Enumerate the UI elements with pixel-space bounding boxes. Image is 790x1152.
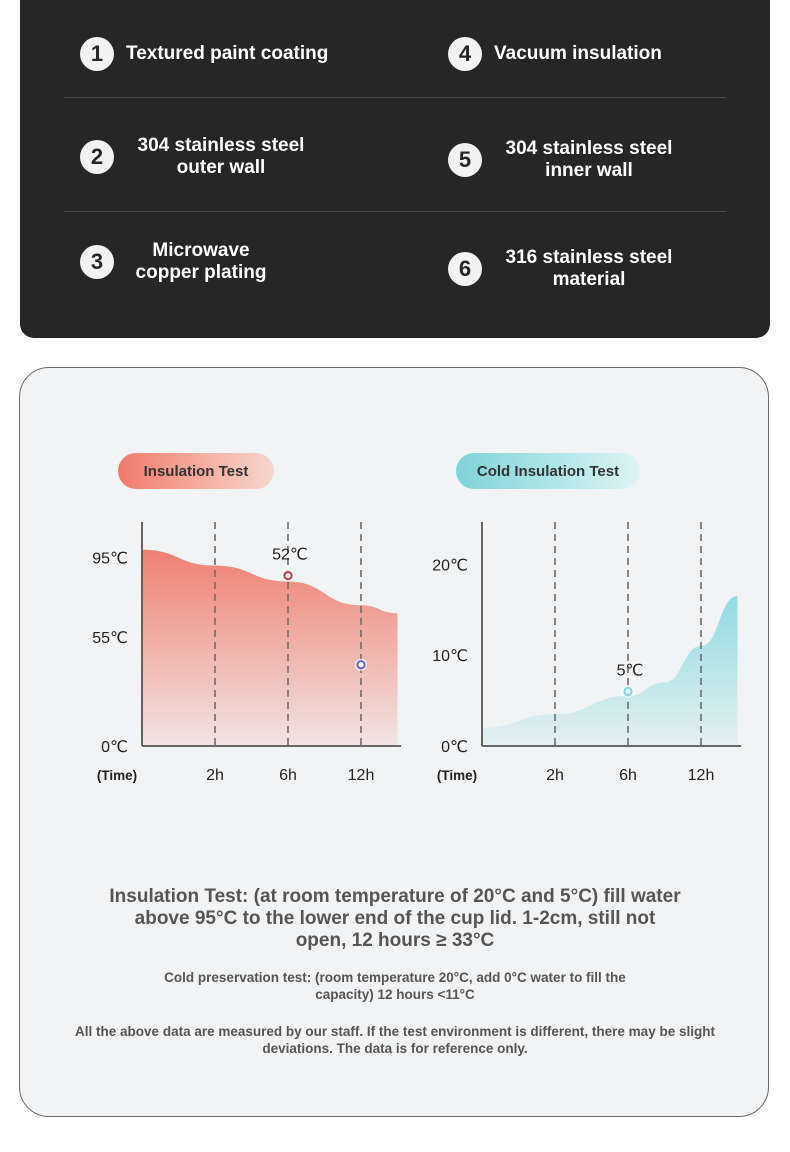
area-series (482, 596, 738, 746)
layer-item-5: 5 304 stainless steel inner wall (448, 138, 684, 182)
layer-number-badge: 1 (80, 37, 114, 71)
cold-insulation-test-title: Cold Insulation Test (456, 453, 640, 489)
material-layers-panel: 1 Textured paint coating 4 Vacuum insula… (20, 0, 770, 338)
y-tick-label: 10℃ (432, 648, 468, 665)
area-series (142, 549, 398, 746)
layer-number-badge: 6 (448, 252, 482, 286)
y-tick-label: 0℃ (101, 739, 128, 756)
data-label: 5℃ (617, 663, 644, 680)
layer-label: Vacuum insulation (494, 43, 662, 64)
x-tick-label: 6h (619, 767, 637, 784)
x-tick-label: 12h (348, 767, 375, 784)
cold-test-note: Cold preservation test: (room temperatur… (164, 970, 626, 1002)
data-point (356, 660, 366, 670)
data-point (283, 570, 293, 581)
data-point (623, 686, 633, 697)
layer-item-4: 4 Vacuum insulation (448, 37, 662, 71)
layer-item-6: 6 316 stainless steel material (448, 247, 684, 291)
layer-label: 316 stainless steel material (505, 247, 673, 290)
layer-label: 304 stainless steel outer wall (137, 135, 305, 178)
layer-label: Textured paint coating (126, 43, 329, 64)
layer-label: Microwave copper plating (135, 240, 267, 283)
layer-number-badge: 3 (80, 245, 114, 279)
x-tick-label: 12h (688, 767, 715, 784)
insulation-test-chart: 0℃ 55℃ 95℃ 2h 6h 12h (Time) 52℃ (92, 522, 402, 784)
x-tick-label: 2h (206, 767, 224, 784)
data-label: 52℃ (272, 547, 308, 564)
insulation-test-title: Insulation Test (118, 453, 274, 489)
disclaimer-note: All the above data are measured by our s… (75, 1024, 715, 1056)
layer-number-badge: 5 (448, 143, 482, 177)
x-axis-label: (Time) (437, 768, 477, 783)
x-tick-label: 2h (546, 767, 564, 784)
y-tick-label: 20℃ (432, 557, 468, 574)
y-tick-label: 0℃ (441, 739, 468, 756)
insulation-test-note: Insulation Test: (at room temperature of… (109, 886, 681, 951)
y-tick-label: 55℃ (92, 630, 128, 647)
x-tick-label: 6h (279, 767, 297, 784)
x-axis-label: (Time) (97, 768, 137, 783)
y-tick-label: 95℃ (92, 551, 128, 568)
cold-insulation-test-chart: 0℃ 10℃ 20℃ 2h 6h 12h (Time) 5℃ (432, 522, 742, 784)
layer-number-badge: 4 (448, 37, 482, 71)
layer-number-badge: 2 (80, 140, 114, 174)
layer-item-2: 2 304 stainless steel outer wall (80, 135, 316, 179)
layer-label: 304 stainless steel inner wall (505, 138, 673, 181)
layer-item-1: 1 Textured paint coating (80, 37, 328, 71)
divider (64, 211, 726, 212)
layer-item-3: 3 Microwave copper plating (80, 240, 276, 284)
test-results-panel: Insulation Test Cold Insulation Test 0℃ 5… (19, 367, 769, 1117)
divider (64, 97, 726, 98)
